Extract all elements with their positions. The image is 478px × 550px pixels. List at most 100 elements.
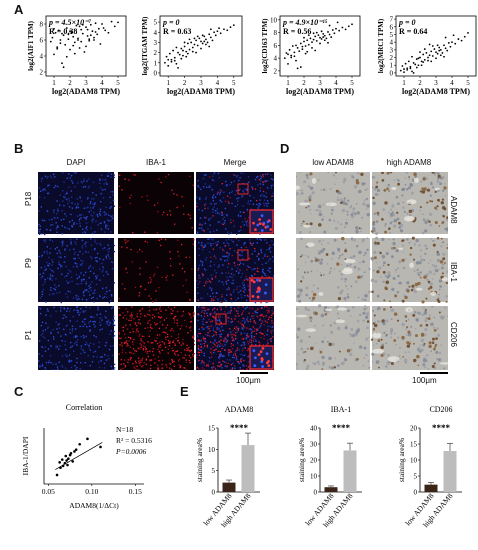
tissue-texture (301, 192, 304, 195)
dapi-signal (83, 290, 85, 293)
dapi-signal (112, 306, 114, 308)
tissue-texture (361, 216, 364, 219)
dapi-signal (230, 239, 233, 241)
y-axis-label: log2(CD163 TPM) (261, 18, 269, 74)
dapi-signal (41, 346, 43, 348)
dapi-signal (236, 197, 238, 200)
dab-stain (445, 300, 448, 303)
dapi-signal (71, 225, 73, 227)
dapi-signal (266, 333, 268, 336)
iba1-signal (132, 343, 134, 345)
data-point (312, 38, 315, 41)
iba1-signal (120, 337, 122, 339)
dab-stain (439, 260, 444, 264)
iba1-signal (262, 174, 264, 176)
dapi-signal (95, 220, 97, 223)
tissue-texture (339, 254, 342, 257)
data-point (290, 56, 293, 59)
dapi-signal (235, 270, 238, 272)
dapi-signal (65, 293, 67, 295)
tissue-texture (436, 180, 440, 184)
iba1-signal (241, 338, 243, 340)
panel-label-e: E (180, 384, 189, 399)
iba1-signal (260, 336, 262, 339)
iba1-signal (189, 175, 191, 177)
dapi-signal (51, 293, 54, 295)
dab-stain (381, 172, 384, 175)
dapi-signal (57, 210, 59, 212)
iba1-signal (199, 281, 201, 283)
dapi-signal (88, 185, 91, 188)
dapi-signal (254, 267, 256, 270)
dapi-signal (272, 243, 274, 246)
iba1-signal (124, 364, 127, 367)
dapi-signal (218, 176, 221, 179)
tissue-texture (390, 208, 392, 211)
dapi-signal (199, 349, 201, 351)
dapi-signal (77, 203, 79, 205)
dapi-signal (226, 282, 228, 285)
iba1-signal (124, 341, 126, 344)
dapi-signal (230, 273, 233, 275)
tissue-texture (382, 321, 386, 326)
dapi-signal (237, 197, 240, 199)
dapi-signal (231, 356, 234, 359)
dapi-signal (88, 277, 90, 279)
dapi-signal (209, 348, 212, 350)
tissue-texture (424, 312, 427, 316)
tissue-texture (336, 247, 338, 249)
iba1-signal (197, 367, 200, 370)
dapi-signal (71, 202, 73, 204)
dab-stain (423, 275, 427, 279)
dab-stain (340, 201, 343, 205)
dapi-signal (240, 246, 243, 249)
dapi-signal (56, 225, 59, 227)
tissue-texture (363, 271, 366, 274)
dapi-signal (224, 344, 226, 346)
dapi-signal (39, 225, 42, 227)
iba1-signal (178, 364, 180, 366)
dapi-signal (67, 202, 69, 205)
iba1-signal (182, 205, 185, 207)
data-point (288, 48, 291, 51)
dapi-signal (244, 320, 246, 322)
dapi-signal (255, 339, 257, 341)
tissue-texture (370, 256, 375, 261)
dapi-signal (56, 292, 58, 294)
tissue-texture (364, 298, 367, 302)
dapi-signal (245, 224, 248, 226)
tissue-texture (431, 305, 434, 309)
iba1-signal (266, 339, 269, 342)
ihc-image-r1-c2 (370, 172, 448, 236)
dapi-signal (198, 264, 201, 267)
tissue-texture (438, 288, 441, 291)
iba1-signal (219, 315, 221, 317)
iba1-signal (188, 299, 191, 301)
dab-stain (381, 319, 385, 323)
dapi-signal (93, 334, 95, 337)
iba1-signal (229, 196, 231, 199)
image-background (296, 238, 370, 302)
data-point (65, 459, 68, 462)
dapi-signal (38, 229, 40, 231)
iba1-signal (141, 335, 144, 337)
dab-stain (357, 275, 361, 279)
dapi-signal (77, 182, 79, 184)
dapi-signal (247, 266, 250, 268)
bar (241, 445, 255, 492)
dapi-signal (239, 177, 241, 179)
dapi-signal (202, 274, 205, 276)
tissue-texture (366, 204, 370, 208)
iba1-signal (165, 276, 167, 279)
inset-cell (250, 278, 254, 282)
dapi-signal (212, 329, 215, 332)
panel-d-col-low: low ADAM8 (312, 158, 354, 167)
dapi-signal (88, 325, 91, 328)
iba1-signal (153, 315, 156, 318)
iba1-signal (165, 332, 167, 334)
dapi-signal (100, 187, 102, 189)
iba1-signal (226, 279, 228, 281)
dapi-signal (98, 294, 101, 297)
dapi-signal (66, 192, 68, 195)
dapi-signal (102, 274, 105, 277)
